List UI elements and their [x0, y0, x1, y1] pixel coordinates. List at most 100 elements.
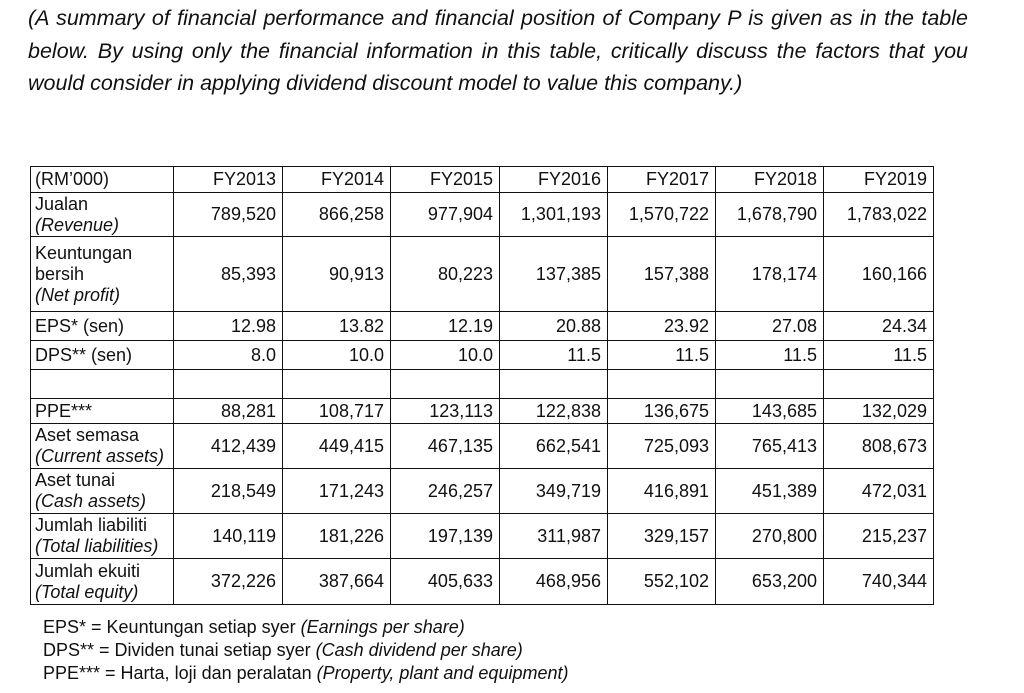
table-cell: 1,678,790 [715, 192, 824, 237]
table-cell: 123,113 [390, 398, 500, 424]
table-cell: 808,673 [823, 423, 934, 469]
table-cell: 472,031 [823, 468, 934, 514]
table-row: Aset tunai (Cash assets) 218,549 171,243… [30, 468, 934, 514]
table-cell: 11.5 [607, 340, 716, 370]
table-row: Aset semasa (Current assets) 412,439 449… [30, 423, 934, 469]
table-cell: 24.34 [823, 311, 934, 341]
table-cell: 1,301,193 [499, 192, 608, 237]
row-label-main: Aset tunai [35, 470, 116, 490]
table-cell: 160,166 [823, 236, 934, 312]
table-corner-label: (RM’000) [30, 166, 174, 193]
table-row: EPS* (sen) 12.98 13.82 12.19 20.88 23.92… [30, 311, 934, 341]
row-label-net-profit: Keuntungan bersih (Net profit) [30, 236, 174, 312]
table-cell: 178,174 [715, 236, 824, 312]
table-cell: 552,102 [607, 558, 716, 605]
table-cell: 349,719 [499, 468, 608, 514]
row-label-english: (Total liabilities) [35, 536, 159, 556]
year-header: FY2015 [390, 166, 500, 193]
table-cell: 11.5 [715, 340, 824, 370]
table-cell: 725,093 [607, 423, 716, 469]
footnote-text: DPS** = Dividen tunai setiap syer [43, 640, 316, 660]
table-cell: 23.92 [607, 311, 716, 341]
table-cell: 143,685 [715, 398, 824, 424]
table-cell: 11.5 [823, 340, 934, 370]
footnotes: EPS* = Keuntungan setiap syer (Earnings … [43, 616, 568, 685]
table-header-row: (RM’000) FY2013 FY2014 FY2015 FY2016 FY2… [30, 166, 934, 193]
row-label-english: (Revenue) [35, 214, 120, 235]
table-cell: 12.19 [390, 311, 500, 341]
table-row: Keuntungan bersih (Net profit) 85,393 90… [30, 236, 934, 312]
table-cell: 140,119 [173, 513, 283, 559]
footnote-dps: DPS** = Dividen tunai setiap syer (Cash … [43, 639, 568, 662]
table-cell: 13.82 [282, 311, 391, 341]
row-label-english: (Net profit) [35, 284, 121, 305]
table-cell: 977,904 [390, 192, 500, 237]
table-cell: 653,200 [715, 558, 824, 605]
table-cell: 215,237 [823, 513, 934, 559]
table-cell: 218,549 [173, 468, 283, 514]
table-cell: 20.88 [499, 311, 608, 341]
table-cell: 85,393 [173, 236, 283, 312]
table-row: Jualan (Revenue) 789,520 866,258 977,904… [30, 192, 934, 237]
row-label-main: Jumlah ekuiti [35, 560, 141, 581]
footnote-ppe: PPE*** = Harta, loji dan peralatan (Prop… [43, 662, 568, 685]
row-label-current-assets: Aset semasa (Current assets) [30, 423, 174, 469]
row-label-dps: DPS** (sen) [30, 340, 174, 370]
footnote-english: (Earnings per share) [300, 617, 465, 637]
table-cell: 157,388 [607, 236, 716, 312]
row-label-total-liabilities: Jumlah liabiliti (Total liabilities) [30, 513, 174, 559]
footnote-english: (Property, plant and equipment) [316, 663, 569, 683]
table-cell: 27.08 [715, 311, 824, 341]
row-label-total-equity: Jumlah ekuiti (Total equity) [30, 558, 174, 605]
table-cell: 467,135 [390, 423, 500, 469]
table-cell: 416,891 [607, 468, 716, 514]
year-header: FY2018 [715, 166, 824, 193]
row-label-cash-assets: Aset tunai (Cash assets) [30, 468, 174, 514]
table-cell: 12.98 [173, 311, 283, 341]
table-cell: 122,838 [499, 398, 608, 424]
table-cell: 246,257 [390, 468, 500, 514]
question-intro: (A summary of financial performance and … [28, 6, 968, 95]
table-row: PPE*** 88,281 108,717 123,113 122,838 13… [30, 398, 934, 424]
table-cell: 80,223 [390, 236, 500, 312]
table-cell: 789,520 [173, 192, 283, 237]
table-spacer-row [30, 369, 934, 399]
row-label-main: Jumlah liabiliti [35, 515, 148, 535]
row-label-english: (Cash assets) [35, 491, 147, 511]
row-label-revenue: Jualan (Revenue) [30, 192, 174, 237]
table-cell: 387,664 [282, 558, 391, 605]
table-cell: 1,570,722 [607, 192, 716, 237]
table-cell: 372,226 [173, 558, 283, 605]
row-label-main: Keuntungan bersih [35, 242, 133, 284]
row-label-main: Jualan [35, 193, 89, 214]
table-cell: 765,413 [715, 423, 824, 469]
year-header: FY2014 [282, 166, 391, 193]
table-cell: 662,541 [499, 423, 608, 469]
table-cell: 449,415 [282, 423, 391, 469]
table-cell: 405,633 [390, 558, 500, 605]
year-header: FY2013 [173, 166, 283, 193]
year-header: FY2017 [607, 166, 716, 193]
table-row: Jumlah ekuiti (Total equity) 372,226 387… [30, 558, 934, 605]
table-cell: 311,987 [499, 513, 608, 559]
table-cell: 171,243 [282, 468, 391, 514]
row-label-eps: EPS* (sen) [30, 311, 174, 341]
table-cell: 412,439 [173, 423, 283, 469]
table-cell: 181,226 [282, 513, 391, 559]
table-cell: 10.0 [390, 340, 500, 370]
table-cell: 270,800 [715, 513, 824, 559]
financial-summary-table: (RM’000) FY2013 FY2014 FY2015 FY2016 FY2… [30, 166, 934, 605]
table-cell: 197,139 [390, 513, 500, 559]
table-cell: 740,344 [823, 558, 934, 605]
table-cell: 137,385 [499, 236, 608, 312]
table-cell: 136,675 [607, 398, 716, 424]
row-label-english: (Total equity) [35, 581, 139, 602]
year-header: FY2016 [499, 166, 608, 193]
table-cell: 90,913 [282, 236, 391, 312]
row-label-english: (Current assets) [35, 446, 165, 466]
table-cell: 329,157 [607, 513, 716, 559]
table-cell: 108,717 [282, 398, 391, 424]
table-cell: 11.5 [499, 340, 608, 370]
footnote-eps: EPS* = Keuntungan setiap syer (Earnings … [43, 616, 568, 639]
footnote-text: EPS* = Keuntungan setiap syer [43, 617, 301, 637]
